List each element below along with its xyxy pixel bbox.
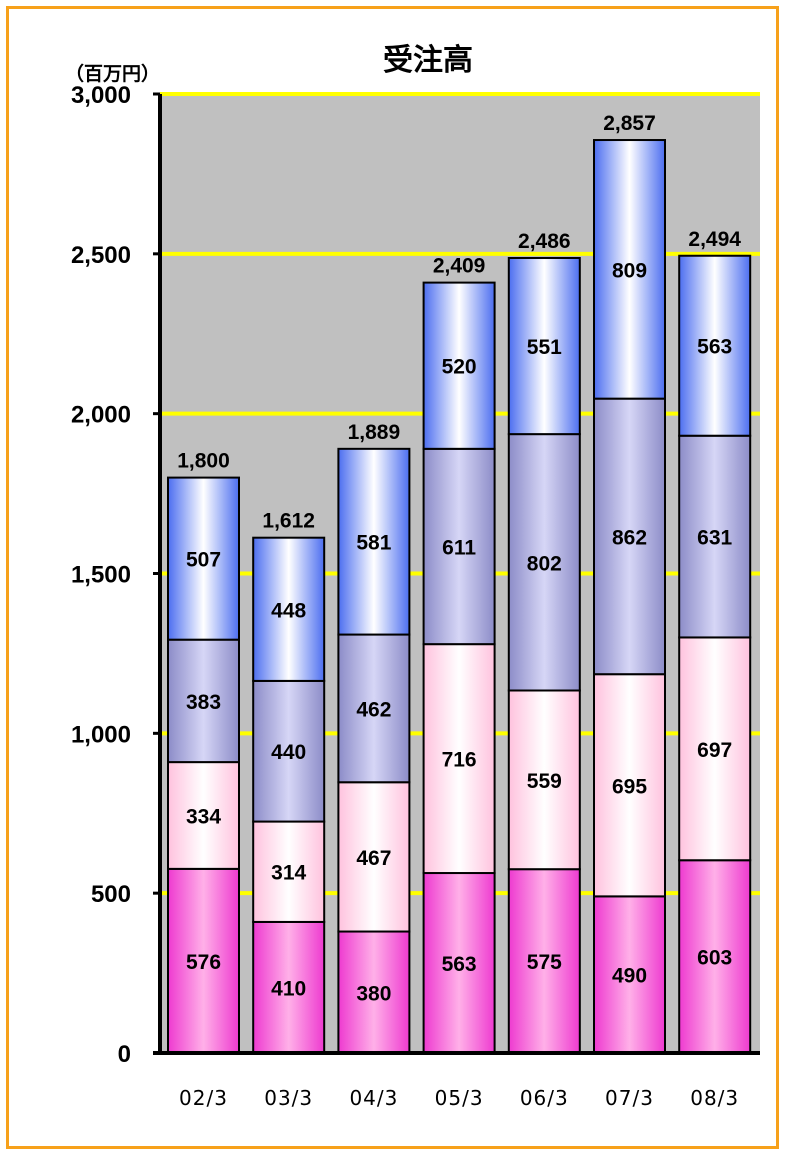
segment-value-label: 559: [527, 770, 562, 793]
unit-label: （百万円）: [65, 62, 160, 85]
bar-segment: [252, 679, 326, 823]
bar-segment: [252, 536, 326, 682]
y-tick-label: 500: [91, 881, 131, 908]
bar-total-label: 1,800: [177, 450, 230, 473]
y-tick-label: 1,000: [71, 721, 131, 748]
segment-value-label: 563: [697, 336, 732, 359]
bar-segment: [678, 636, 752, 862]
bar-total-label: 2,857: [603, 112, 656, 135]
bar-total-label: 2,494: [688, 228, 741, 251]
segment-value-label: 334: [186, 805, 221, 828]
x-tick-label: 02/3: [179, 1086, 228, 1110]
segment-value-label: 631: [697, 527, 732, 550]
segment-value-label: 440: [271, 741, 306, 764]
y-tick-label: 0: [118, 1041, 131, 1068]
segment-value-label: 809: [612, 259, 647, 282]
bar-segment: [507, 689, 581, 871]
bar-total-label: 2,409: [433, 255, 486, 278]
segment-value-label: 575: [527, 951, 562, 974]
bar-segment: [422, 643, 496, 875]
segment-value-label: 383: [186, 691, 221, 714]
bar-segment: [507, 256, 581, 436]
segment-value-label: 611: [442, 536, 476, 559]
x-tick-label: 07/3: [605, 1086, 654, 1110]
chart-frame: 受注高 （百万円） 0 500 1,000 1,500 2,000 2,500 3,000 5…: [6, 6, 779, 1149]
x-tick-label: 05/3: [435, 1086, 484, 1110]
bar-segment: [422, 447, 496, 646]
segment-value-label: 462: [356, 698, 391, 721]
bar-segment: [507, 868, 581, 1054]
bar-segment: [422, 872, 496, 1054]
bar-total-label: 1,612: [262, 510, 315, 533]
bar-segment: [593, 673, 666, 898]
segment-value-label: 467: [356, 847, 391, 870]
bar-segment: [593, 139, 666, 400]
bar-segment: [252, 820, 326, 923]
bar-segment: [167, 761, 240, 870]
bar-segment: [678, 254, 752, 437]
plot-area: 0 500 1,000 1,500 2,000 2,500 3,000 576 334 383 50…: [71, 82, 760, 1110]
bar-segment: [337, 447, 411, 636]
segment-value-label: 520: [442, 356, 477, 379]
x-tick-label: 06/3: [520, 1086, 569, 1110]
segment-value-label: 716: [442, 749, 477, 772]
segment-value-label: 576: [186, 951, 221, 974]
segment-value-label: 507: [186, 549, 221, 572]
segment-value-label: 697: [697, 739, 732, 762]
y-tick-label: 1,500: [71, 562, 131, 589]
bar-total-label: 2,486: [518, 230, 571, 253]
segment-value-label: 448: [271, 599, 306, 622]
segment-value-label: 581: [356, 532, 391, 555]
segment-value-label: 563: [442, 953, 477, 976]
y-tick-label: 2,000: [71, 402, 131, 429]
stacked-bar-chart: 受注高 （百万円） 0 500 1,000 1,500 2,000 2,500 3,000 5…: [65, 43, 760, 1110]
segment-value-label: 410: [271, 977, 306, 1000]
segment-value-label: 695: [612, 775, 647, 798]
bar-segment: [422, 281, 496, 450]
y-tick-label: 2,500: [71, 242, 131, 269]
bar-segment: [167, 476, 240, 641]
segment-value-label: 551: [527, 336, 562, 359]
segment-value-label: 603: [697, 947, 732, 970]
segment-value-label: 380: [356, 982, 391, 1005]
segment-value-label: 314: [271, 862, 306, 885]
x-tick-label: 04/3: [349, 1086, 398, 1110]
bar-segment: [678, 859, 752, 1055]
segment-value-label: 862: [612, 526, 647, 549]
x-tick-label: 03/3: [264, 1086, 313, 1110]
y-tick-label: 3,000: [71, 82, 131, 109]
segment-value-label: 802: [527, 552, 562, 575]
segment-value-label: 490: [612, 965, 647, 988]
bar-segment: [507, 433, 581, 692]
bar-total-label: 1,889: [348, 421, 401, 444]
bar-segment: [593, 397, 666, 676]
bar-segment: [678, 434, 752, 639]
x-tick-label: 08/3: [690, 1086, 739, 1110]
chart-title: 受注高: [383, 43, 473, 78]
bar-segment: [337, 781, 411, 933]
